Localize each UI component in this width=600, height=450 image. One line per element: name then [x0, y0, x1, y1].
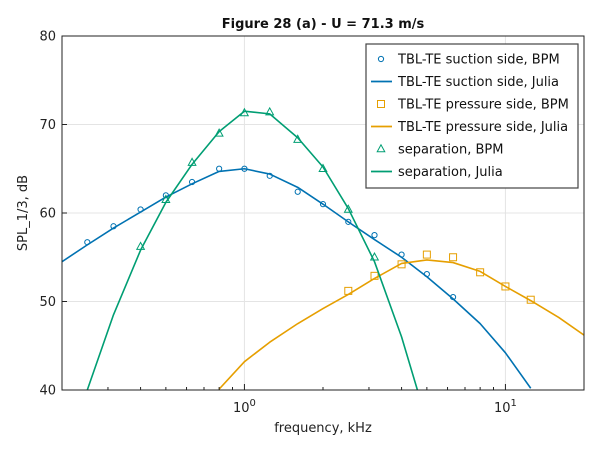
legend-marker-swatch: [377, 55, 385, 63]
data-point: [371, 232, 378, 239]
y-tick-label: 50: [39, 295, 56, 310]
data-point: [422, 250, 431, 259]
data-point: [343, 204, 353, 213]
series-layer: [62, 106, 584, 390]
data-point: [501, 282, 510, 291]
legend: TBL-TE suction side, BPM TBL-TE suction s…: [365, 43, 579, 189]
legend-entry-label: TBL-TE suction side, Julia: [397, 75, 559, 90]
data-point: [319, 201, 327, 208]
series-line: [218, 259, 584, 390]
data-point: [449, 253, 458, 262]
y-tick-label: 80: [39, 30, 56, 45]
legend-marker-swatch: [376, 143, 386, 153]
legend-entry-label: separation, BPM: [398, 143, 503, 158]
y-tick-label: 70: [39, 118, 56, 133]
legend-entry-label: separation, Julia: [398, 165, 503, 180]
x-axis-label: frequency, kHz: [274, 421, 372, 436]
y-tick-label: 40: [39, 384, 56, 399]
legend-entry-label: TBL-TE pressure side, Julia: [397, 120, 568, 135]
legend-marker-swatch: [377, 100, 385, 108]
data-point: [318, 163, 328, 173]
data-point: [294, 188, 301, 195]
data-point: [397, 260, 406, 269]
y-tick-label: 60: [39, 207, 56, 222]
series-line: [62, 167, 532, 389]
legend-entry-label: TBL-TE suction side, BPM: [397, 53, 560, 68]
series-line: [86, 110, 419, 390]
x-tick-label: 100: [233, 398, 256, 416]
legend-entry-label: TBL-TE pressure side, BPM: [397, 98, 569, 113]
y-axis-label: SPL_1/3, dB: [16, 175, 31, 251]
chart-title: Figure 28 (a) - U = 71.3 m/s: [222, 17, 425, 32]
x-tick-label: 101: [494, 398, 517, 416]
data-point: [526, 295, 535, 304]
axis-tick-labels: 40 50 60 70 80 100 101: [39, 30, 516, 417]
data-point: [345, 218, 352, 225]
legend-box: [365, 43, 579, 189]
axis-ticks: [61, 35, 585, 391]
data-point: [476, 268, 485, 277]
